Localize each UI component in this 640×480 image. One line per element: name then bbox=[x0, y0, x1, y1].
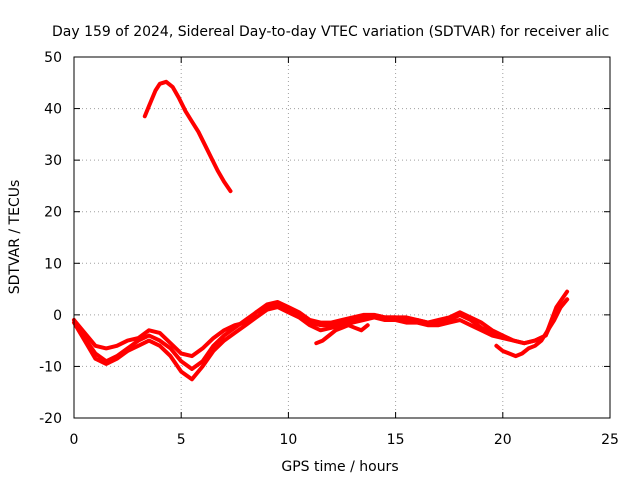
y-tick-label: -20 bbox=[39, 411, 62, 427]
x-tick-label: 20 bbox=[494, 432, 512, 448]
plot-frame bbox=[73, 56, 611, 419]
x-tick-label: 5 bbox=[177, 432, 186, 448]
series-line-band-a bbox=[72, 289, 570, 359]
y-tick-label: -10 bbox=[39, 359, 62, 375]
y-tick-label: 0 bbox=[53, 308, 62, 324]
x-axis-label: GPS time / hours bbox=[281, 459, 398, 475]
y-tick-label: 30 bbox=[44, 153, 62, 169]
y-tick-label: 10 bbox=[44, 256, 62, 272]
series-line-arc-late bbox=[494, 297, 570, 359]
x-tick-label: 15 bbox=[387, 432, 405, 448]
series-line-band-b bbox=[72, 305, 505, 382]
chart-title: Day 159 of 2024, Sidereal Day-to-day VTE… bbox=[52, 24, 609, 40]
x-tick-label: 0 bbox=[70, 432, 79, 448]
y-axis-label: SDTVAR / TECUs bbox=[7, 180, 23, 295]
y-tick-label: 40 bbox=[44, 102, 62, 118]
series-line-arc-high bbox=[142, 79, 233, 194]
x-tick-label: 25 bbox=[601, 432, 619, 448]
grid bbox=[74, 57, 610, 418]
series-line-arc-mid bbox=[314, 323, 370, 346]
axis-ticks: 0 5 10 15 20 25 -20 -10 0 10 20 30 40 50 bbox=[39, 50, 619, 448]
series-line-band-c bbox=[72, 297, 570, 371]
y-tick-label: 50 bbox=[44, 50, 62, 66]
series-group bbox=[72, 79, 570, 382]
y-tick-label: 20 bbox=[44, 205, 62, 221]
x-tick-label: 10 bbox=[279, 432, 297, 448]
